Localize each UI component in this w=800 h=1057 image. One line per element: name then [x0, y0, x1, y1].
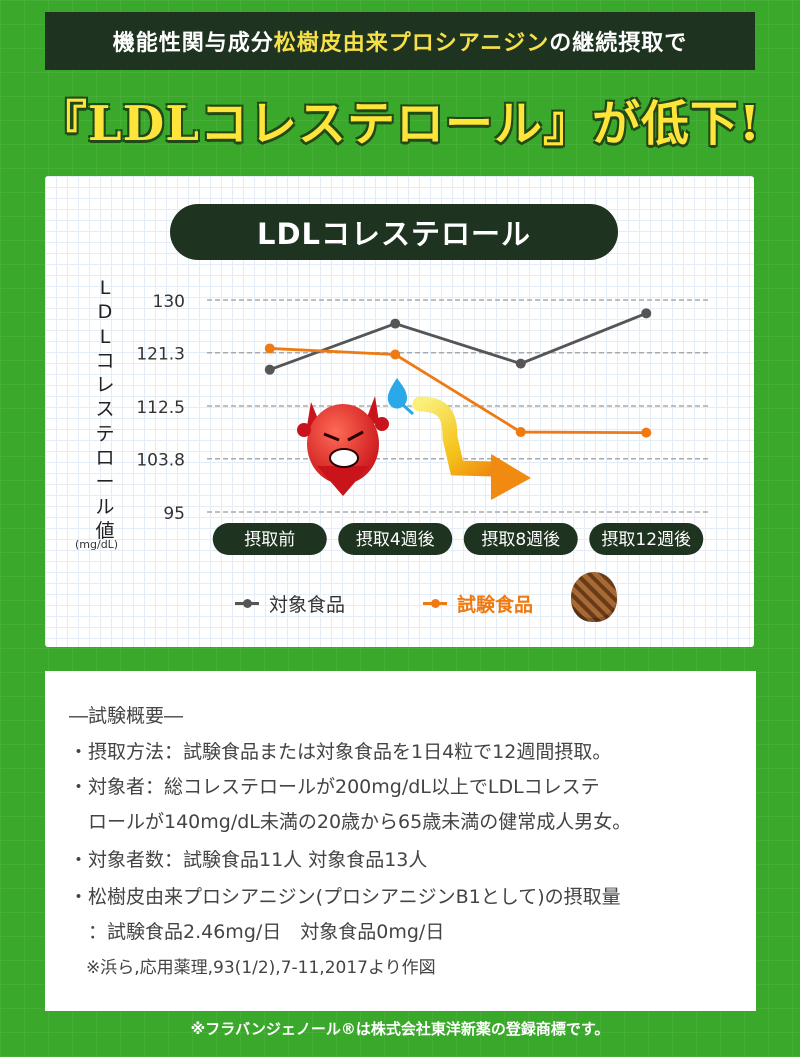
trademark-note: ※フラバンジェノール®は株式会社東洋新薬の登録商標です。 [190, 1020, 610, 1038]
data-point [264, 343, 275, 354]
down-arrow-icon [412, 396, 531, 500]
y-axis-unit: (mg/dL) [75, 538, 119, 551]
summary-line: ・摂取方法：試験食品または対象食品を1日4粒で12週間摂取。 [69, 741, 612, 763]
chart-title: LDLコレステロール [170, 204, 618, 260]
banner-suffix: の継続摂取で [549, 31, 688, 56]
sweat-drop-icon [387, 378, 415, 416]
x-tick-label: 摂取12週後 [601, 530, 691, 550]
data-point [390, 349, 401, 360]
data-point [515, 427, 526, 438]
summary-line: ・対象者数：試験食品11人 対象食品13人 [69, 849, 428, 871]
pine-cone-icon [571, 572, 617, 622]
legend-swatch-test [423, 599, 447, 608]
series-line-control [269, 312, 647, 371]
data-point [515, 358, 526, 369]
summary-line: ：試験食品2.46mg/日 対象食品0mg/日 [69, 921, 445, 943]
study-summary: ―試験概要― ・摂取方法：試験食品または対象食品を1日4粒で12週間摂取。 ・対… [45, 671, 756, 1011]
legend-item-test: 試験食品 [423, 590, 533, 617]
legend-item-control: 対象食品 [235, 590, 345, 617]
y-tick-label: 103.8 [136, 451, 185, 471]
x-tick-pill [463, 523, 578, 555]
data-point [641, 308, 652, 319]
summary-heading: ―試験概要― [69, 705, 184, 727]
data-point [641, 427, 652, 438]
banner-highlight: 松樹皮由来プロシアニジン [273, 31, 550, 56]
y-tick-label: 121.3 [136, 345, 185, 365]
legend-label-control: 対象食品 [269, 594, 346, 616]
y-tick-label: 95 [163, 504, 185, 524]
summary-line: ・対象者：総コレステロールが200mg/dL以上でLDLコレステ [69, 776, 600, 798]
data-point [264, 364, 275, 375]
legend-swatch-control [235, 599, 259, 608]
series-line-test [269, 347, 647, 435]
legend-label-test: 試験食品 [457, 594, 534, 616]
x-tick-label: 摂取前 [244, 530, 295, 550]
summary-line: ・松樹皮由来プロシアニジン(プロシアニジンB1として)の摂取量 [69, 886, 621, 908]
x-tick-pill [338, 523, 453, 555]
devil-icon [297, 396, 389, 496]
x-tick-pill [589, 523, 704, 555]
summary-line: ロールが140mg/dL未満の20歳から65歳未満の健常成人男女。 [69, 811, 632, 833]
headline: 『LDLコレステロール』が低下! [38, 96, 762, 152]
data-point [390, 318, 401, 329]
y-tick-label: 130 [153, 292, 185, 312]
banner-prefix: 機能性関与成分 [112, 31, 274, 56]
x-tick-label: 摂取4週後 [356, 530, 435, 550]
top-banner: 機能性関与成分 松樹皮由来プロシアニジン の継続摂取で [45, 12, 755, 70]
y-tick-label: 112.5 [136, 398, 185, 418]
line-chart: 130 121.3 112.5 103.8 95 摂取前 摂取4週後 摂取8週後 摂取12週後 [136, 292, 709, 555]
summary-citation: ※浜ら,応用薬理,93(1/2),7-11,2017より作図 [69, 958, 436, 978]
x-tick-label: 摂取8週後 [481, 530, 560, 550]
x-tick-pill [212, 523, 327, 555]
